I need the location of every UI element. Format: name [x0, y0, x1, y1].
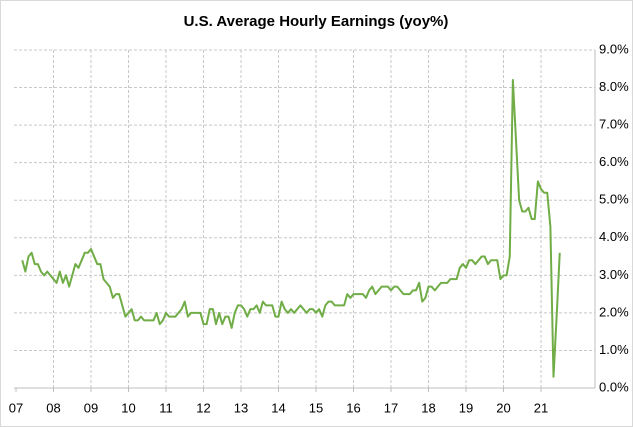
y-tick-label: 4.0% — [599, 229, 629, 244]
y-tick-label: 3.0% — [599, 267, 629, 282]
x-tick-label: 12 — [196, 400, 210, 415]
x-tick-label: 09 — [84, 400, 98, 415]
x-tick-label: 17 — [384, 400, 398, 415]
data-line — [21, 79, 561, 378]
x-tick-label: 21 — [534, 400, 548, 415]
x-tick-label: 20 — [496, 400, 510, 415]
x-tick-label: 08 — [46, 400, 60, 415]
y-tick-label: 1.0% — [599, 342, 629, 357]
x-tick-label: 19 — [459, 400, 473, 415]
x-tick-label: 07 — [9, 400, 23, 415]
x-tick-label: 10 — [121, 400, 135, 415]
chart-title: U.S. Average Hourly Earnings (yoy%) — [184, 13, 449, 30]
x-tick-label: 15 — [309, 400, 323, 415]
y-tick-label: 7.0% — [599, 117, 629, 132]
y-tick-label: 2.0% — [599, 304, 629, 319]
y-tick-label: 8.0% — [599, 79, 629, 94]
x-tick-label: 14 — [271, 400, 285, 415]
y-tick-label: 9.0% — [599, 41, 629, 56]
x-tick-label: 16 — [346, 400, 360, 415]
y-tick-label: 6.0% — [599, 154, 629, 169]
x-tick-label: 11 — [159, 400, 173, 415]
y-tick-label: 5.0% — [599, 192, 629, 207]
y-tick-label: 0.0% — [599, 379, 629, 394]
x-tick-label: 18 — [421, 400, 435, 415]
x-tick-label: 13 — [234, 400, 248, 415]
